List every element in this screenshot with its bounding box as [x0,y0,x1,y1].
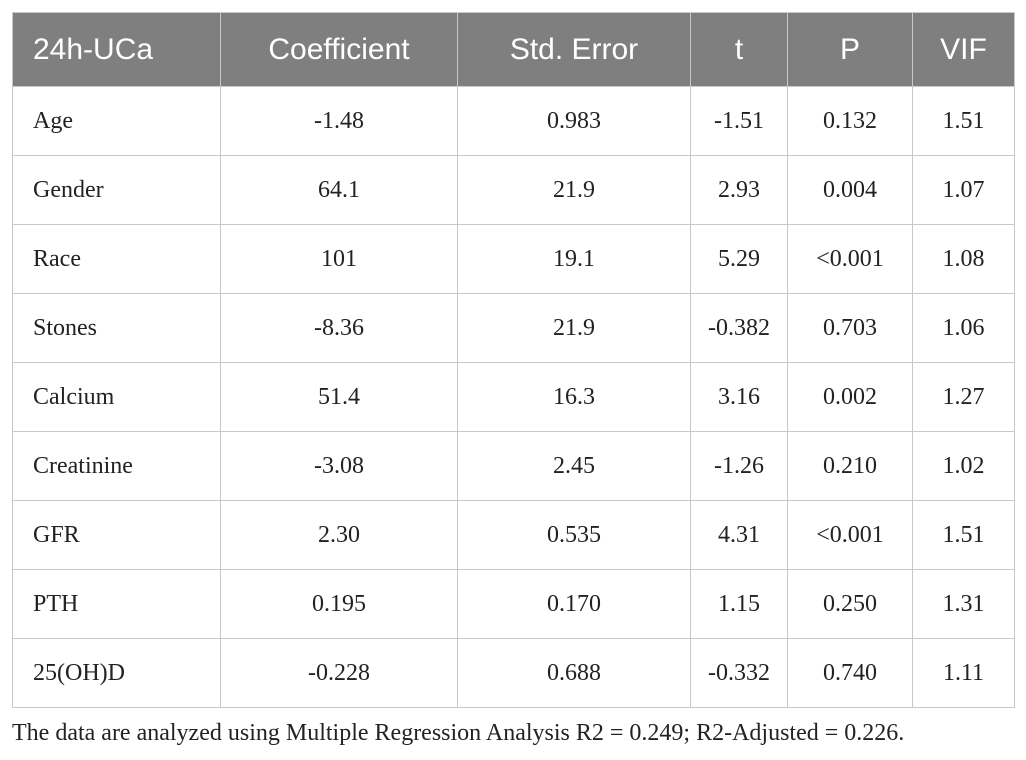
row-label: Creatinine [12,431,221,501]
header-cell: Coefficient [220,12,458,87]
table-body: Age -1.48 0.983 -1.51 0.132 1.51 Gender 64.1 21.… [12,86,1015,708]
table-cell: 19.1 [457,224,691,294]
table-cell: 0.703 [787,293,913,363]
table-cell: 1.11 [912,638,1015,708]
row-label: Gender [12,155,221,225]
table-cell: 51.4 [220,362,458,432]
table-cell: 1.02 [912,431,1015,501]
table-row: GFR 2.30 0.535 4.31 <0.001 1.51 [12,500,1015,570]
table-cell: 21.9 [457,155,691,225]
header-row: 24h-UCa Coefficient Std. Error t P VIF [12,12,1015,87]
table-cell: 21.9 [457,293,691,363]
table-cell: 1.51 [912,500,1015,570]
table-cell: -1.51 [690,86,788,156]
table-cell: 1.15 [690,569,788,639]
table-row: PTH 0.195 0.170 1.15 0.250 1.31 [12,569,1015,639]
row-label: 25(OH)D [12,638,221,708]
table-cell: 2.93 [690,155,788,225]
table-cell: 0.688 [457,638,691,708]
table-row: Gender 64.1 21.9 2.93 0.004 1.07 [12,155,1015,225]
row-label: Stones [12,293,221,363]
table-cell: -1.48 [220,86,458,156]
table-cell: 2.45 [457,431,691,501]
table-row: Calcium 51.4 16.3 3.16 0.002 1.27 [12,362,1015,432]
table-cell: -3.08 [220,431,458,501]
header-cell: P [787,12,913,87]
table-cell: 1.51 [912,86,1015,156]
table-cell: 0.132 [787,86,913,156]
table-cell: 0.250 [787,569,913,639]
table-cell: 1.31 [912,569,1015,639]
table-cell: 16.3 [457,362,691,432]
table-cell: 0.170 [457,569,691,639]
table-row: Race 101 19.1 5.29 <0.001 1.08 [12,224,1015,294]
table-cell: 0.210 [787,431,913,501]
table-cell: <0.001 [787,224,913,294]
table-row: Creatinine -3.08 2.45 -1.26 0.210 1.02 [12,431,1015,501]
header-cell: 24h-UCa [12,12,221,87]
table-cell: 1.06 [912,293,1015,363]
table-cell: 0.004 [787,155,913,225]
regression-table: 24h-UCa Coefficient Std. Error t P VIF Age -1.… [12,12,1015,708]
row-label: Age [12,86,221,156]
table-cell: 0.535 [457,500,691,570]
table-row: Stones -8.36 21.9 -0.382 0.703 1.06 [12,293,1015,363]
table-cell: -0.228 [220,638,458,708]
footnote: The data are analyzed using Multiple Reg… [12,720,905,746]
header-cell: VIF [912,12,1015,87]
table-cell: 3.16 [690,362,788,432]
table-cell: -1.26 [690,431,788,501]
table-cell: -8.36 [220,293,458,363]
header-cell: Std. Error [457,12,691,87]
table-cell: 5.29 [690,224,788,294]
table-row: Age -1.48 0.983 -1.51 0.132 1.51 [12,86,1015,156]
row-label: PTH [12,569,221,639]
table-cell: -0.382 [690,293,788,363]
table-row: 25(OH)D -0.228 0.688 -0.332 0.740 1.11 [12,638,1015,708]
table-cell: 64.1 [220,155,458,225]
table-cell: 0.740 [787,638,913,708]
table-cell: 2.30 [220,500,458,570]
table-cell: <0.001 [787,500,913,570]
row-label: Calcium [12,362,221,432]
row-label: Race [12,224,221,294]
table-cell: 4.31 [690,500,788,570]
table-cell: -0.332 [690,638,788,708]
row-label: GFR [12,500,221,570]
table-cell: 0.002 [787,362,913,432]
table-cell: 1.07 [912,155,1015,225]
table-cell: 101 [220,224,458,294]
table-cell: 0.983 [457,86,691,156]
header-cell: t [690,12,788,87]
table-cell: 1.27 [912,362,1015,432]
table-cell: 0.195 [220,569,458,639]
table-cell: 1.08 [912,224,1015,294]
